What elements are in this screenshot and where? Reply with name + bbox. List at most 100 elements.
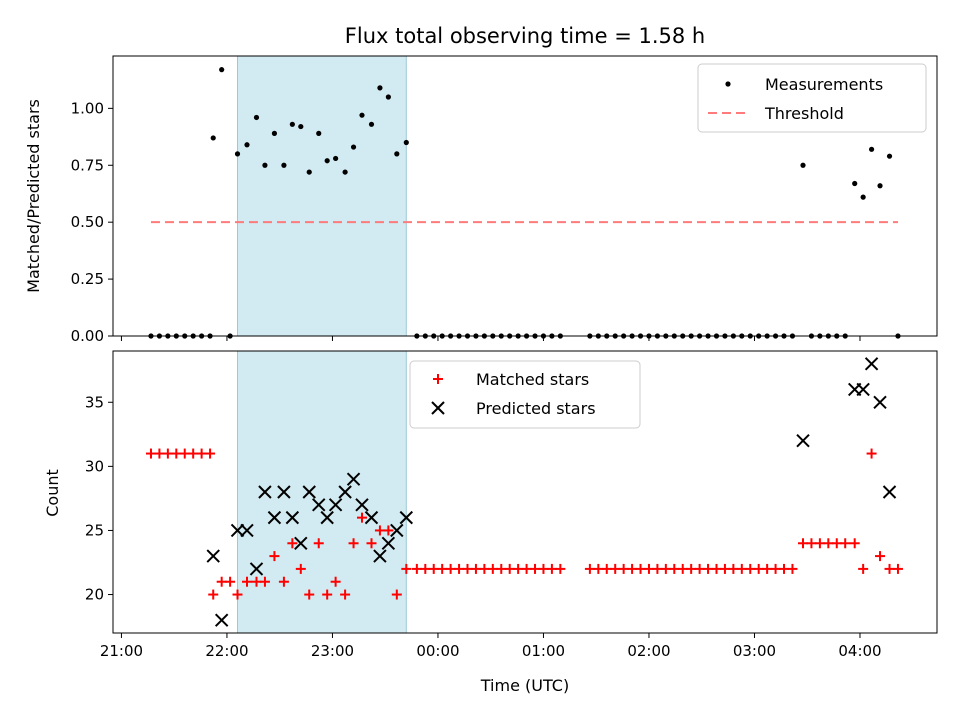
top-legend-box (697, 63, 927, 133)
matched-star-point (322, 589, 333, 600)
top-y-tick-label: 0.00 (71, 327, 104, 345)
bottom-y-tick-label: 30 (85, 457, 104, 475)
measurement-point (271, 130, 278, 136)
matched-star-point (892, 563, 903, 574)
bottom-legend: Matched stars Predicted stars (409, 360, 641, 429)
top-y-tick-label: 1.00 (71, 99, 104, 117)
legend-predicted-marker (431, 401, 445, 415)
matched-star-point (162, 448, 173, 459)
matched-star-point (823, 538, 834, 549)
matched-star-point (330, 576, 341, 587)
measurement-point (350, 144, 357, 150)
predicted-star-point (399, 510, 414, 525)
x-tick-label: 01:00 (522, 642, 565, 660)
top-y-ticks: 0.00 0.25 0.50 0.75 1.00 (71, 99, 113, 345)
matched-star-point (504, 563, 515, 574)
measurement-point (289, 121, 295, 127)
matched-star-point (496, 563, 507, 574)
matched-star-point (154, 448, 165, 459)
matched-star-point (831, 538, 842, 549)
matched-star-point (374, 525, 385, 536)
matched-star-point (601, 563, 612, 574)
predicted-star-point (882, 485, 897, 499)
predicted-star-point (381, 536, 396, 550)
predicted-star-point (312, 498, 326, 512)
matched-star-point (546, 563, 557, 574)
matched-stars-points (145, 448, 903, 600)
matched-star-point (806, 538, 817, 549)
predicted-star-point (294, 536, 308, 550)
matched-star-point (479, 563, 490, 574)
measurement-point (403, 139, 409, 146)
matched-star-point (391, 589, 402, 600)
matched-star-point (340, 589, 351, 600)
matched-star-point (225, 576, 236, 587)
matched-star-point (420, 563, 431, 574)
matched-star-point (269, 551, 280, 562)
predicted-star-point (373, 549, 387, 563)
matched-star-point (643, 563, 654, 574)
matched-star-point (538, 563, 549, 574)
predicted-star-point (302, 485, 316, 499)
predicted-star-point (206, 549, 220, 563)
predicted-star-point (230, 523, 245, 538)
predicted-star-point (214, 613, 229, 627)
matched-star-point (287, 538, 298, 549)
matched-star-point (188, 448, 199, 459)
matched-star-point (470, 563, 481, 574)
matched-star-point (660, 563, 671, 574)
measurement-point (219, 67, 225, 73)
legend-predicted-label: Predicted stars (476, 399, 596, 418)
legend-threshold-label: Threshold (764, 104, 844, 123)
measurement-point (244, 142, 250, 148)
matched-star-point (383, 525, 394, 536)
bottom-plot-frame (112, 350, 938, 634)
top-legend: Measurements Threshold (697, 63, 927, 133)
bottom-shaded-span (236, 350, 407, 634)
matched-star-point (787, 563, 798, 574)
x-tick-label: 22:00 (205, 642, 248, 660)
measurement-point (306, 169, 312, 175)
matched-star-point (521, 563, 532, 574)
measurement-point (868, 146, 875, 152)
matched-star-point (866, 448, 877, 459)
matched-star-point (401, 563, 412, 574)
bottom-x-ticks: 21:00 22:00 23:00 00:00 01:00 02:00 03:00 04:00 (100, 633, 882, 660)
measurement-point (385, 94, 391, 100)
matched-star-point (694, 563, 705, 574)
predicted-star-point (240, 523, 254, 538)
measurement-point (860, 194, 866, 200)
matched-star-point (711, 563, 722, 574)
matched-star-point (313, 538, 324, 549)
top-plot-frame (112, 55, 938, 337)
matched-star-point (366, 538, 377, 549)
x-tick-label: 23:00 (311, 642, 354, 660)
measurement-point (377, 85, 383, 91)
matched-star-point (145, 448, 156, 459)
predicted-star-point (390, 523, 404, 538)
matched-star-point (251, 576, 262, 587)
matched-star-point (241, 576, 252, 587)
predicted-stars-points (206, 357, 897, 627)
bottom-y-axis-label: Count (43, 469, 62, 517)
top-y-tick-label: 0.50 (71, 213, 104, 231)
matched-star-point (745, 563, 756, 574)
bottom-y-tick-label: 20 (85, 586, 104, 604)
legend-matched-marker (433, 374, 443, 384)
matched-star-point (858, 563, 869, 574)
matched-star-point (462, 563, 473, 574)
matched-star-point (555, 563, 566, 574)
measurement-point (877, 183, 883, 189)
matched-star-point (677, 563, 688, 574)
matched-star-point (884, 563, 895, 574)
matched-star-point (208, 589, 219, 600)
top-shaded-span (236, 55, 407, 337)
matched-star-point (814, 538, 825, 549)
matched-star-point (686, 563, 697, 574)
matched-star-point (652, 563, 663, 574)
matched-star-point (205, 448, 216, 459)
matched-star-point (728, 563, 739, 574)
matched-star-point (304, 589, 315, 600)
matched-star-point (487, 563, 498, 574)
